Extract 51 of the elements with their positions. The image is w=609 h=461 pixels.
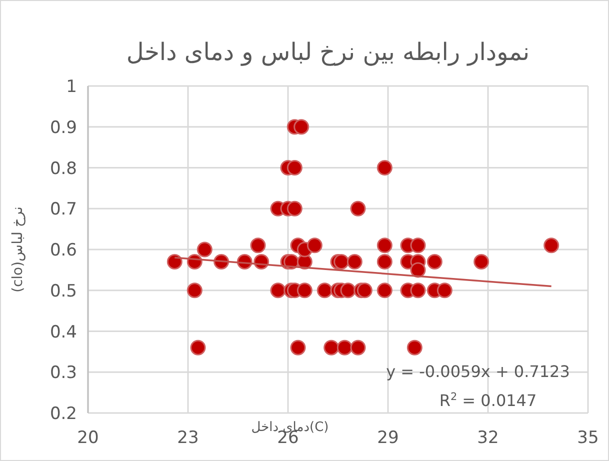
y-tick-label: 0.4	[50, 322, 77, 342]
x-tick-label: 20	[77, 428, 99, 448]
y-tick-label: 1	[66, 77, 77, 97]
x-tick-label: 29	[377, 428, 399, 448]
y-tick-label: 0.2	[50, 404, 77, 424]
point	[474, 254, 490, 270]
point	[350, 200, 366, 216]
x-tick-label: 23	[177, 428, 199, 448]
y-tick-label: 0.6	[50, 240, 77, 260]
y-axis-title: (clo)نرخ لباس	[10, 206, 26, 293]
y-tick-label: 0.3	[50, 363, 77, 384]
point	[406, 340, 422, 356]
point	[544, 238, 560, 254]
point	[376, 282, 392, 298]
point	[296, 282, 312, 298]
point	[316, 282, 332, 298]
point	[286, 200, 302, 216]
point	[356, 282, 372, 298]
annotation: y = -0.0059x + 0.7123	[386, 362, 570, 381]
annotation: R$^{2}$ = 0.0147	[439, 391, 537, 410]
point	[340, 282, 356, 298]
point	[376, 254, 392, 270]
point	[426, 254, 442, 270]
point	[346, 254, 362, 270]
point	[270, 282, 286, 298]
point	[410, 282, 426, 298]
point	[334, 254, 350, 270]
point	[376, 238, 392, 254]
point	[290, 340, 306, 356]
point	[190, 340, 206, 356]
point	[166, 254, 182, 270]
point	[410, 238, 426, 254]
y-tick-label: 0.7	[50, 200, 77, 220]
point	[350, 340, 366, 356]
point	[294, 119, 310, 135]
point	[250, 238, 266, 254]
point	[186, 282, 202, 298]
chart-title: نمودار رابطه بین نرخ لباس و دمای داخل	[126, 38, 530, 66]
y-tick-label: 0.5	[50, 281, 77, 302]
x-tick-label: 32	[477, 428, 499, 448]
y-tick-label: 0.9	[50, 118, 77, 138]
y-tick-label: 0.8	[50, 158, 77, 179]
point	[436, 282, 452, 298]
point	[306, 238, 322, 254]
point	[196, 242, 212, 258]
point	[410, 262, 426, 278]
point	[376, 160, 392, 176]
point	[286, 160, 302, 176]
point	[336, 340, 352, 356]
point	[324, 340, 340, 356]
x-tick-label: 35	[577, 428, 599, 448]
